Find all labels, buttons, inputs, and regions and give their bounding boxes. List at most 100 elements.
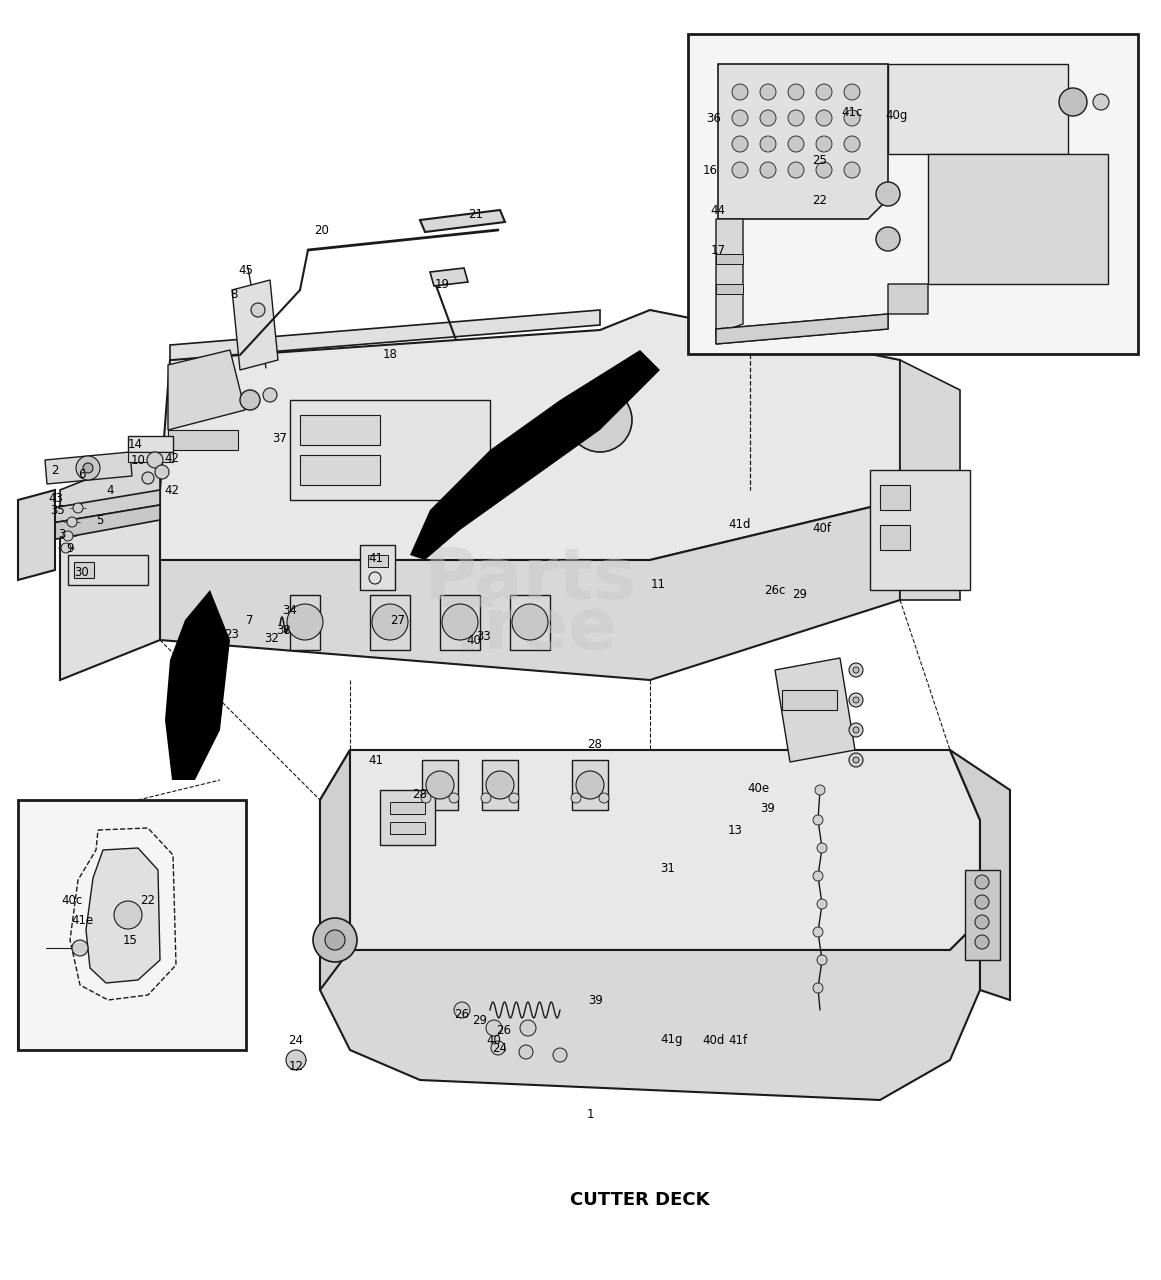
Bar (716, 253, 743, 264)
Text: 29: 29 (793, 589, 808, 602)
Circle shape (142, 472, 154, 484)
Text: 40g: 40g (886, 110, 908, 123)
Bar (290, 399, 490, 500)
Circle shape (421, 794, 431, 803)
Circle shape (816, 110, 832, 125)
Circle shape (813, 815, 823, 826)
Polygon shape (320, 750, 349, 989)
Circle shape (849, 692, 863, 707)
Polygon shape (716, 314, 888, 344)
Circle shape (815, 785, 825, 795)
Polygon shape (888, 64, 1068, 154)
Bar (300, 454, 380, 485)
Text: 5: 5 (96, 513, 103, 526)
Circle shape (813, 927, 823, 937)
Circle shape (491, 1041, 505, 1055)
Circle shape (731, 110, 748, 125)
Circle shape (816, 136, 832, 152)
Circle shape (853, 727, 859, 733)
Text: 41d: 41d (729, 517, 751, 530)
Text: 2: 2 (51, 463, 59, 476)
Text: 41c: 41c (842, 105, 863, 119)
Polygon shape (39, 490, 160, 525)
Polygon shape (900, 360, 960, 600)
Text: 7: 7 (246, 613, 254, 626)
Text: 36: 36 (707, 111, 721, 124)
Circle shape (62, 543, 71, 553)
Circle shape (481, 794, 491, 803)
Text: 26c: 26c (764, 584, 786, 596)
Text: 27: 27 (390, 613, 405, 626)
Text: 25: 25 (813, 154, 828, 166)
Text: 16: 16 (702, 164, 717, 177)
Text: 10: 10 (130, 453, 145, 466)
Circle shape (844, 163, 860, 178)
Bar (880, 485, 910, 509)
Circle shape (975, 915, 989, 929)
Text: 42: 42 (165, 484, 180, 497)
Polygon shape (60, 451, 160, 530)
Polygon shape (60, 490, 160, 680)
Circle shape (817, 899, 827, 909)
Circle shape (442, 604, 478, 640)
Polygon shape (39, 506, 160, 541)
Text: 12: 12 (288, 1061, 303, 1074)
Circle shape (760, 110, 776, 125)
Circle shape (844, 84, 860, 100)
Text: 22: 22 (140, 893, 156, 906)
Circle shape (877, 227, 900, 251)
Polygon shape (168, 349, 245, 430)
Circle shape (264, 388, 277, 402)
Bar (168, 430, 238, 451)
Circle shape (22, 527, 38, 543)
Polygon shape (430, 268, 468, 285)
Circle shape (82, 463, 93, 474)
Bar (390, 803, 425, 814)
Circle shape (372, 604, 408, 640)
Circle shape (731, 136, 748, 152)
Text: 18: 18 (383, 348, 397, 361)
Bar (300, 415, 380, 445)
Bar (688, 35, 1138, 355)
Bar (783, 690, 837, 710)
Circle shape (853, 698, 859, 703)
Text: 40: 40 (486, 1033, 502, 1047)
Text: 30: 30 (74, 566, 89, 579)
Circle shape (426, 771, 454, 799)
Circle shape (817, 844, 827, 852)
Bar (74, 562, 94, 579)
Bar (128, 436, 173, 452)
Text: 40c: 40c (62, 893, 82, 906)
Text: 1: 1 (586, 1108, 593, 1121)
Text: 39: 39 (760, 801, 776, 814)
Bar (290, 595, 320, 650)
Bar (510, 595, 550, 650)
Circle shape (75, 456, 100, 480)
Text: 13: 13 (728, 823, 742, 837)
Text: 32: 32 (265, 631, 280, 645)
Bar (421, 760, 457, 810)
Circle shape (156, 465, 170, 479)
Text: 42: 42 (165, 452, 180, 465)
Text: 41: 41 (368, 754, 383, 767)
Circle shape (760, 84, 776, 100)
Text: 9: 9 (66, 541, 74, 554)
Polygon shape (19, 490, 55, 580)
Circle shape (240, 390, 260, 410)
Circle shape (509, 794, 519, 803)
Circle shape (788, 136, 805, 152)
Circle shape (877, 182, 900, 206)
Bar (368, 556, 388, 567)
Circle shape (486, 771, 514, 799)
Text: 26: 26 (497, 1024, 512, 1037)
Circle shape (520, 1020, 536, 1036)
Text: 41f: 41f (728, 1033, 748, 1047)
Circle shape (568, 388, 632, 452)
Text: 23: 23 (224, 627, 239, 640)
Text: 40d: 40d (702, 1033, 726, 1047)
Bar (19, 800, 246, 1050)
Text: 15: 15 (123, 933, 137, 946)
Text: 24: 24 (492, 1042, 507, 1055)
Text: Tree: Tree (442, 595, 618, 664)
Text: 3: 3 (58, 529, 66, 541)
